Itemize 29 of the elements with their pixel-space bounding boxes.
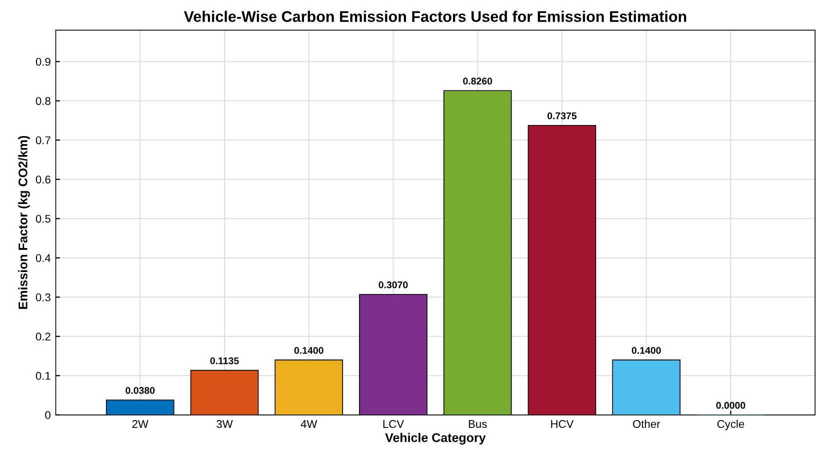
y-tick-label: 0 (45, 411, 50, 420)
y-tick-label: 0.2 (36, 332, 50, 341)
y-tick-label: 0.3 (36, 293, 50, 302)
data-label: 0.3070 (378, 281, 408, 288)
x-axis-title: Vehicle Category (385, 432, 486, 445)
data-label: 0.8260 (463, 78, 492, 85)
y-tick-label: 0.7 (36, 136, 50, 144)
data-label: 0.1135 (210, 357, 239, 364)
y-tick-label: 0.9 (36, 58, 50, 66)
x-tick-label: HCV (551, 420, 574, 428)
data-label: 0.7375 (547, 112, 577, 120)
x-tick-label: LCV (383, 420, 404, 428)
y-tick-label: 0.1 (36, 372, 50, 380)
data-label: 0.1400 (632, 346, 661, 354)
y-tick-label: 0.6 (36, 176, 50, 184)
data-label: 0.0000 (716, 402, 746, 409)
x-tick-label: 4W (300, 420, 318, 428)
y-tick-label: 0.8 (36, 97, 50, 105)
x-tick-label: Bus (468, 420, 487, 428)
x-tick-label: 2W (132, 420, 148, 428)
x-tick-label: Cycle (717, 420, 744, 430)
y-tick-label: 0.5 (36, 214, 50, 223)
x-tick-label: 3W (216, 420, 233, 428)
chart-title: Vehicle-Wise Carbon Emission Factors Used for Emission Estimation (184, 10, 686, 22)
x-tick-label: Other (632, 420, 660, 428)
data-label: 0.0380 (126, 387, 155, 394)
data-label: 0.1400 (294, 346, 324, 354)
y-axis-title: Emission Factor (kg CO2/km) (18, 136, 30, 309)
y-tick-label: 0.4 (36, 254, 51, 262)
